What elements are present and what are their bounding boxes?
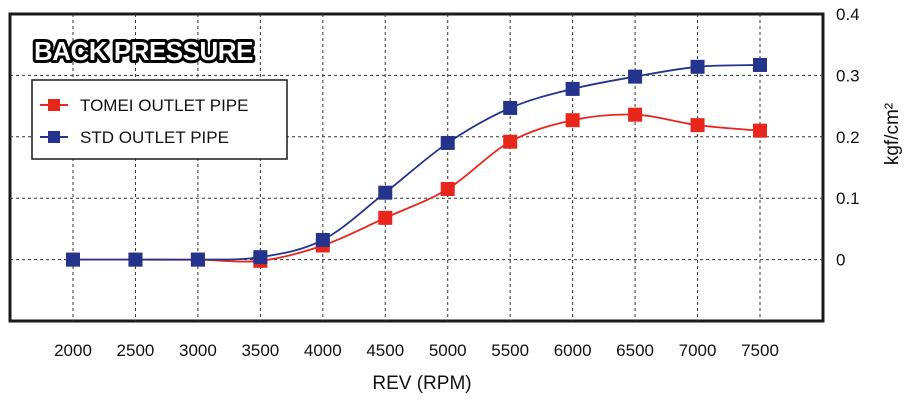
- x-tick-label: 2500: [117, 341, 155, 360]
- x-tick-label: 7500: [741, 341, 779, 360]
- data-point-series-0: [565, 113, 580, 128]
- legend-marker-tomei: [48, 99, 60, 111]
- chart-title: BACK PRESSURE: [34, 36, 253, 66]
- data-point-series-1: [753, 57, 767, 72]
- y-axis-title: kgf/cm²: [882, 103, 903, 165]
- legend-label-tomei: TOMEI OUTLET PIPE: [80, 96, 248, 115]
- data-point-series-1: [628, 69, 643, 84]
- data-point-series-1: [690, 59, 705, 74]
- data-point-series-0: [753, 123, 767, 138]
- x-tick-label: 5000: [429, 341, 467, 360]
- y-tick-labels: 0 0.1 0.2 0.3 0.4: [836, 5, 860, 270]
- data-point-series-1: [190, 252, 205, 267]
- y-tick-label: 0: [836, 251, 845, 270]
- y-tick-label: 0.4: [836, 5, 860, 24]
- x-tick-label: 6500: [616, 341, 654, 360]
- x-tick-label: 6000: [554, 341, 592, 360]
- x-tick-label: 4000: [304, 341, 342, 360]
- legend: TOMEI OUTLET PIPE STD OUTLET PIPE: [31, 79, 288, 160]
- legend-marker-std: [48, 131, 60, 143]
- x-tick-label: 5500: [491, 341, 529, 360]
- x-tick-labels: 2000 2500 3000 3500 4000 4500 5000 5500 6000 6500…: [54, 341, 779, 360]
- data-point-series-0: [440, 181, 455, 196]
- data-point-series-0: [503, 134, 518, 149]
- data-point-series-0: [378, 210, 393, 225]
- data-point-series-1: [128, 252, 143, 267]
- y-tick-label: 0.2: [836, 128, 860, 147]
- legend-item-std: STD OUTLET PIPE: [40, 128, 229, 147]
- data-point-series-1: [253, 250, 268, 265]
- x-tick-label: 3500: [241, 341, 279, 360]
- legend-item-tomei: TOMEI OUTLET PIPE: [40, 96, 248, 115]
- x-tick-label: 7000: [679, 341, 717, 360]
- data-point-series-0: [628, 107, 643, 122]
- y-tick-label: 0.1: [836, 189, 860, 208]
- data-point-series-0: [690, 118, 705, 133]
- legend-box: [31, 79, 288, 160]
- data-point-series-1: [66, 252, 80, 267]
- x-tick-label: 4500: [366, 341, 404, 360]
- data-point-series-1: [503, 100, 518, 115]
- y-tick-label: 0.3: [836, 66, 860, 85]
- series-layer: [66, 57, 767, 268]
- data-point-series-1: [440, 135, 455, 150]
- x-tick-label: 3000: [179, 341, 217, 360]
- x-tick-label: 2000: [54, 341, 92, 360]
- data-point-series-1: [565, 81, 580, 96]
- legend-label-std: STD OUTLET PIPE: [80, 128, 229, 147]
- x-axis-title: REV (RPM): [372, 373, 471, 394]
- data-point-series-1: [378, 185, 393, 200]
- data-point-series-1: [315, 232, 330, 247]
